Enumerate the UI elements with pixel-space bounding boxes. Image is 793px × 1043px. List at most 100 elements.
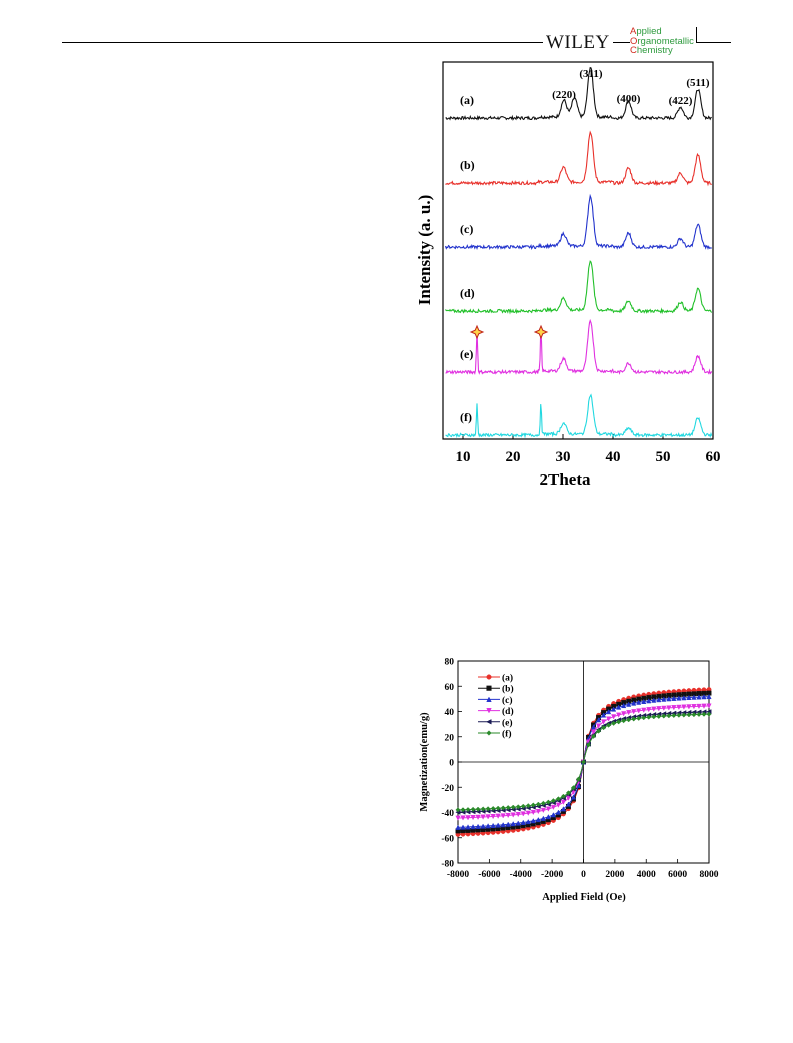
mag-data-point	[560, 806, 567, 812]
xrd-star-shape	[533, 324, 549, 340]
mag-data-point	[636, 693, 642, 699]
mag-data-point	[535, 820, 541, 826]
mag-data-point	[485, 806, 491, 812]
mag-data-point	[600, 723, 607, 729]
mag-data-point	[545, 820, 551, 826]
mag-data-point	[641, 715, 647, 721]
mag-data-point	[480, 806, 486, 812]
mag-data-point	[540, 818, 546, 824]
mag-data-point	[465, 815, 471, 821]
mag-legend-label: (d)	[502, 706, 514, 717]
mag-data-point	[616, 701, 622, 707]
mag-data-point	[540, 815, 546, 821]
mag-data-point	[580, 759, 587, 765]
xrd-star-marker	[469, 324, 485, 340]
mag-data-point	[576, 784, 581, 790]
journal-line-1: Applied	[630, 27, 694, 37]
mag-data-point	[701, 687, 707, 693]
mag-data-point	[661, 711, 667, 717]
mag-data-point	[696, 687, 702, 693]
mag-plot-frame	[457, 660, 710, 864]
mag-data-point	[696, 691, 702, 697]
mag-data-point	[500, 805, 506, 811]
mag-data-point	[525, 810, 531, 816]
mag-legend-label: (f)	[502, 729, 512, 740]
mag-data-point	[656, 713, 662, 719]
mag-data-point	[470, 809, 476, 815]
xrd-plot-frame	[442, 61, 714, 440]
mag-data-point	[525, 822, 531, 828]
mag-data-point	[545, 814, 551, 820]
mag-data-point	[580, 759, 586, 765]
mag-data-point	[581, 759, 586, 765]
mag-data-point	[581, 759, 586, 765]
mag-series-markers	[455, 703, 712, 821]
header-tick	[696, 27, 697, 43]
xrd-x-tick-label: 50	[656, 449, 671, 465]
mag-series-line	[457, 689, 710, 835]
mag-data-point	[510, 827, 516, 833]
mag-data-point	[486, 696, 492, 702]
mag-data-point	[666, 693, 672, 698]
xrd-series-label: (d)	[460, 286, 475, 300]
mag-data-point	[500, 813, 506, 819]
mag-data-point	[596, 715, 602, 721]
mag-data-point	[585, 741, 591, 747]
mag-data-point	[520, 803, 526, 809]
journal-line-3-initial: C	[630, 45, 637, 56]
mag-data-point	[646, 712, 652, 718]
mag-data-point	[480, 830, 486, 836]
mag-data-point	[555, 796, 561, 802]
mag-data-point	[555, 797, 561, 804]
mag-data-point	[570, 789, 577, 795]
mag-data-point	[646, 707, 652, 713]
mag-data-point	[621, 697, 627, 703]
mag-data-point	[621, 711, 627, 717]
xrd-series-label: (e)	[460, 347, 473, 361]
mag-x-tick-label: 4000	[637, 870, 656, 880]
mag-data-point	[575, 782, 582, 788]
mag-data-point	[631, 694, 637, 700]
mag-data-point	[611, 714, 617, 720]
mag-data-point	[490, 808, 496, 814]
mag-data-point	[500, 829, 506, 834]
mag-legend-label: (a)	[502, 673, 513, 684]
journal-line-2: Organometallic	[630, 36, 694, 47]
mag-data-point	[681, 691, 687, 697]
mag-data-point	[616, 712, 622, 718]
mag-data-point	[596, 728, 602, 734]
mag-data-point	[671, 689, 677, 695]
mag-data-point	[575, 779, 582, 785]
xrd-x-tick-label: 10	[456, 449, 471, 465]
mag-data-point	[550, 815, 556, 821]
mag-data-point	[565, 801, 572, 807]
xrd-peak-annotation: (511)	[686, 77, 710, 89]
journal-logo: Applied Organometallic Chemistry	[630, 27, 696, 56]
mag-data-point	[495, 813, 501, 819]
mag-y-tick-label: 80	[445, 658, 455, 668]
mag-data-point	[596, 712, 602, 718]
mag-data-point	[591, 722, 596, 728]
mag-y-tick-label: -40	[441, 809, 454, 819]
journal-line-1-rest: pplied	[636, 26, 662, 37]
mag-data-point	[460, 828, 466, 834]
mag-y-tick-label: -80	[441, 860, 454, 870]
mag-series-markers	[455, 693, 712, 830]
mag-data-point	[555, 809, 562, 815]
mag-data-point	[606, 703, 612, 709]
mag-data-point	[585, 742, 592, 748]
mag-data-point	[686, 694, 692, 700]
mag-data-point	[606, 706, 612, 712]
mag-data-point	[455, 831, 461, 837]
mag-data-point	[661, 693, 667, 699]
mag-data-point	[535, 808, 541, 815]
mag-data-point	[510, 812, 516, 818]
mag-data-point	[691, 694, 697, 700]
mag-data-point	[545, 817, 551, 823]
mag-data-point	[535, 801, 541, 807]
mag-data-point	[691, 712, 697, 718]
mag-y-axis-label: Magnetization(emu/g)	[419, 712, 430, 812]
mag-data-point	[495, 805, 501, 811]
mag-data-point	[671, 710, 677, 716]
mag-data-point	[590, 733, 597, 739]
